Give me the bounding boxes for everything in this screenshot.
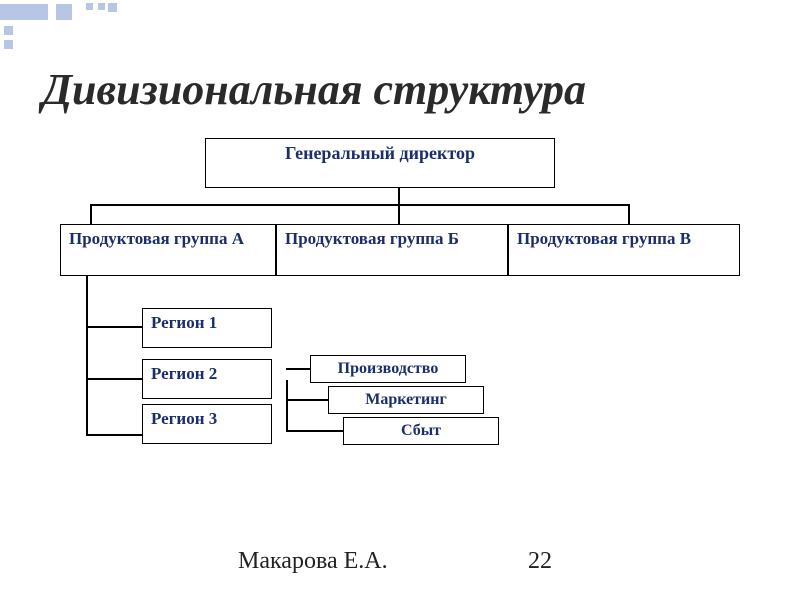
node-function-production: Производство — [310, 355, 466, 383]
footer-author: Макарова Е.А. — [238, 548, 388, 575]
node-label: Регион 1 — [151, 313, 217, 333]
slide-title: Дивизиональная структура — [42, 64, 586, 115]
decor-square — [4, 40, 13, 49]
decor-square — [32, 4, 48, 20]
connector — [86, 326, 142, 328]
node-label: Генеральный директор — [285, 143, 475, 164]
node-director: Генеральный директор — [205, 138, 555, 188]
node-region-1: Регион 1 — [142, 308, 272, 348]
node-product-group-v: Продуктовая группа В — [508, 224, 740, 276]
decor-square — [16, 4, 32, 20]
node-product-group-b: Продуктовая группа Б — [276, 224, 508, 276]
decor-square — [86, 3, 93, 10]
connector — [86, 378, 142, 380]
connector — [398, 204, 400, 224]
connector — [86, 434, 142, 436]
decor-square — [98, 3, 105, 10]
node-label: Продуктовая группа А — [69, 229, 244, 249]
node-region-2: Регион 2 — [142, 359, 272, 399]
connector — [628, 204, 630, 224]
node-label: Регион 3 — [151, 409, 217, 429]
node-label: Продуктовая группа Б — [285, 229, 459, 249]
connector — [286, 380, 288, 432]
node-region-3: Регион 3 — [142, 404, 272, 444]
decor-square — [4, 26, 13, 35]
decor-square — [0, 4, 16, 20]
footer-page-number: 22 — [528, 548, 552, 575]
node-label: Производство — [338, 360, 439, 378]
node-label: Продуктовая группа В — [517, 229, 691, 249]
connector — [90, 204, 630, 206]
node-label: Регион 2 — [151, 364, 217, 384]
node-product-group-a: Продуктовая группа А — [60, 224, 276, 276]
connector — [286, 430, 343, 432]
connector — [286, 399, 328, 401]
decor-square — [108, 3, 117, 12]
node-function-sales: Сбыт — [343, 417, 499, 445]
node-function-marketing: Маркетинг — [328, 386, 484, 414]
node-label: Маркетинг — [365, 391, 446, 409]
connector — [286, 368, 310, 370]
slide: Дивизиональная структура Генеральный дир… — [0, 0, 800, 600]
node-label: Сбыт — [401, 422, 441, 440]
connector — [86, 276, 88, 436]
connector — [90, 204, 92, 224]
decor-square — [56, 4, 72, 20]
